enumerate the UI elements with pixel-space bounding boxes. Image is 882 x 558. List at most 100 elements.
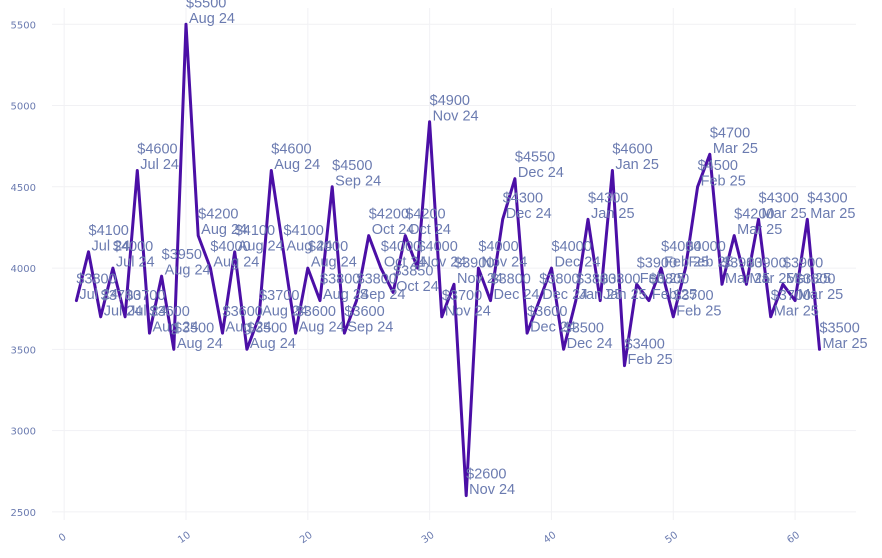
data-label-value: $3900 bbox=[783, 255, 823, 271]
data-label-value: $3800 bbox=[795, 272, 835, 288]
data-label: $4200 Aug 24 bbox=[198, 207, 247, 239]
data-label: $4000 Jul 24 bbox=[113, 239, 155, 270]
data-label-value: $4200 bbox=[734, 207, 774, 223]
data-label-value: $3700 bbox=[101, 288, 141, 304]
data-label-period: Mar 25 bbox=[810, 206, 855, 222]
data-label-period: Feb 25 bbox=[652, 287, 697, 303]
data-label-value: $3800 bbox=[539, 272, 579, 288]
data-label-value: $3800 bbox=[76, 272, 116, 288]
data-label: $4300 Mar 25 bbox=[759, 190, 807, 222]
data-label: $4100 Aug 24 bbox=[235, 223, 284, 255]
data-label: $4100 Aug 24 bbox=[283, 223, 332, 255]
data-label-value: $3800 bbox=[576, 272, 616, 288]
y-tick-label: 3500 bbox=[11, 345, 36, 356]
data-label-period: Aug 24 bbox=[152, 320, 198, 336]
x-tick-label: 50 bbox=[663, 530, 680, 546]
x-tick-label: 40 bbox=[542, 530, 559, 546]
y-tick-label: 5500 bbox=[11, 20, 36, 31]
data-label-period: Feb 25 bbox=[640, 271, 685, 287]
data-label-period: Mar 25 bbox=[737, 222, 782, 238]
data-label: $3800 Jan 25 bbox=[600, 272, 647, 304]
data-label-value: $3900 bbox=[746, 255, 786, 271]
series-line bbox=[74, 22, 821, 498]
data-label: $3700 Mar 25 bbox=[771, 288, 819, 320]
data-label-value: $3700 bbox=[673, 288, 713, 304]
data-label-value: $3850 bbox=[393, 263, 433, 279]
data-label: $4600 Jul 24 bbox=[137, 142, 179, 174]
data-label-value: $4100 bbox=[235, 223, 275, 239]
data-label: $3900 Mar 25 bbox=[722, 255, 770, 287]
x-tick-label: 20 bbox=[298, 530, 315, 546]
data-label-value: $3400 bbox=[625, 337, 665, 353]
data-label-value: $4300 bbox=[807, 190, 847, 206]
data-label-period: Feb 25 bbox=[701, 173, 746, 189]
data-label: $3400 Feb 25 bbox=[625, 337, 673, 369]
data-label-period: Aug 24 bbox=[262, 303, 308, 319]
x-tick-label: 10 bbox=[176, 530, 193, 546]
data-label-value: $3500 bbox=[564, 320, 604, 336]
data-label-period: Dec 24 bbox=[530, 320, 576, 336]
data-label: $3800 Mar 25 bbox=[795, 272, 843, 304]
data-label: $4000 Feb 25 bbox=[685, 239, 733, 270]
data-label: $3700 Feb 25 bbox=[673, 288, 721, 320]
data-label-period: Aug 24 bbox=[286, 238, 332, 254]
data-label-period: Mar 25 bbox=[786, 271, 831, 287]
data-label-value: $3600 bbox=[344, 304, 384, 320]
data-label-period: Jul 24 bbox=[140, 157, 179, 173]
data-label-value: $3800 bbox=[600, 272, 640, 288]
data-label-period: Aug 24 bbox=[250, 336, 296, 352]
data-label: $4100 Jul 24 bbox=[89, 223, 131, 255]
data-label-value: $4500 bbox=[332, 158, 372, 174]
y-tick-label: 5000 bbox=[11, 102, 36, 113]
data-label-period: Dec 24 bbox=[518, 165, 564, 181]
data-label: $3800 Sep 24 bbox=[357, 272, 406, 304]
data-label-value: $4300 bbox=[588, 190, 628, 206]
data-label: $3600 Aug 24 bbox=[296, 304, 345, 336]
data-label-period: Mar 25 bbox=[798, 287, 843, 303]
data-label-value: $3600 bbox=[527, 304, 567, 320]
data-label-period: Aug 24 bbox=[311, 255, 357, 271]
y-axis-ticks: 2500 3000 3500 4000 4500 5000 5500 bbox=[11, 20, 36, 519]
data-label: $3700 Jul 24 bbox=[125, 288, 167, 320]
data-label-value: $4000 bbox=[113, 239, 153, 255]
data-label-period: Dec 24 bbox=[506, 206, 552, 222]
data-label: $4000 Feb 25 bbox=[661, 239, 709, 270]
data-label-period: Dec 24 bbox=[494, 287, 540, 303]
data-labels: $3800 Jul 24$4100 Jul 24$3700 Jul 24$4000 Ju… bbox=[76, 0, 867, 498]
grid-lines bbox=[52, 8, 856, 520]
x-tick-label: 0 bbox=[57, 532, 69, 545]
data-label-value: $3600 bbox=[223, 304, 263, 320]
data-label: $4000 Aug 24 bbox=[210, 239, 259, 270]
data-label: $3800 Feb 25 bbox=[649, 272, 697, 304]
data-label-period: Jul 24 bbox=[79, 287, 118, 303]
data-label: $4000 Aug 24 bbox=[308, 239, 357, 270]
data-label-period: Sep 24 bbox=[335, 173, 381, 189]
data-label: $3800 Dec 24 bbox=[539, 272, 588, 304]
data-label-value: $4700 bbox=[710, 125, 750, 141]
data-label: $3600 Dec 24 bbox=[527, 304, 576, 336]
data-label: $3500 Aug 24 bbox=[174, 320, 223, 352]
data-label-period: Mar 25 bbox=[774, 303, 819, 319]
data-label-period: Mar 25 bbox=[749, 271, 794, 287]
y-tick-label: 2500 bbox=[11, 508, 36, 519]
x-tick-label: 30 bbox=[420, 530, 437, 546]
data-label: $4600 Aug 24 bbox=[271, 142, 320, 174]
data-label-period: Aug 24 bbox=[213, 255, 259, 271]
data-label-period: Jul 24 bbox=[92, 238, 131, 254]
data-label: $4600 Jan 25 bbox=[612, 142, 659, 174]
data-label: $4500 Sep 24 bbox=[332, 158, 381, 190]
data-label-value: $3800 bbox=[320, 272, 360, 288]
data-label: $4000 Nov 24 bbox=[478, 239, 527, 270]
data-label-value: $3500 bbox=[247, 320, 287, 336]
data-label-value: $3900 bbox=[722, 255, 762, 271]
data-label-period: Nov 24 bbox=[433, 108, 479, 124]
data-label-period: Nov 24 bbox=[420, 255, 466, 271]
y-tick-label: 3000 bbox=[11, 427, 36, 438]
data-label-value: $3600 bbox=[296, 304, 336, 320]
data-label: $4000 Oct 24 bbox=[381, 239, 427, 270]
data-label-period: Aug 24 bbox=[238, 238, 284, 254]
data-label-value: $5500 bbox=[186, 0, 226, 11]
data-label: $4550 Dec 24 bbox=[515, 150, 564, 182]
data-label-value: $3800 bbox=[357, 272, 397, 288]
